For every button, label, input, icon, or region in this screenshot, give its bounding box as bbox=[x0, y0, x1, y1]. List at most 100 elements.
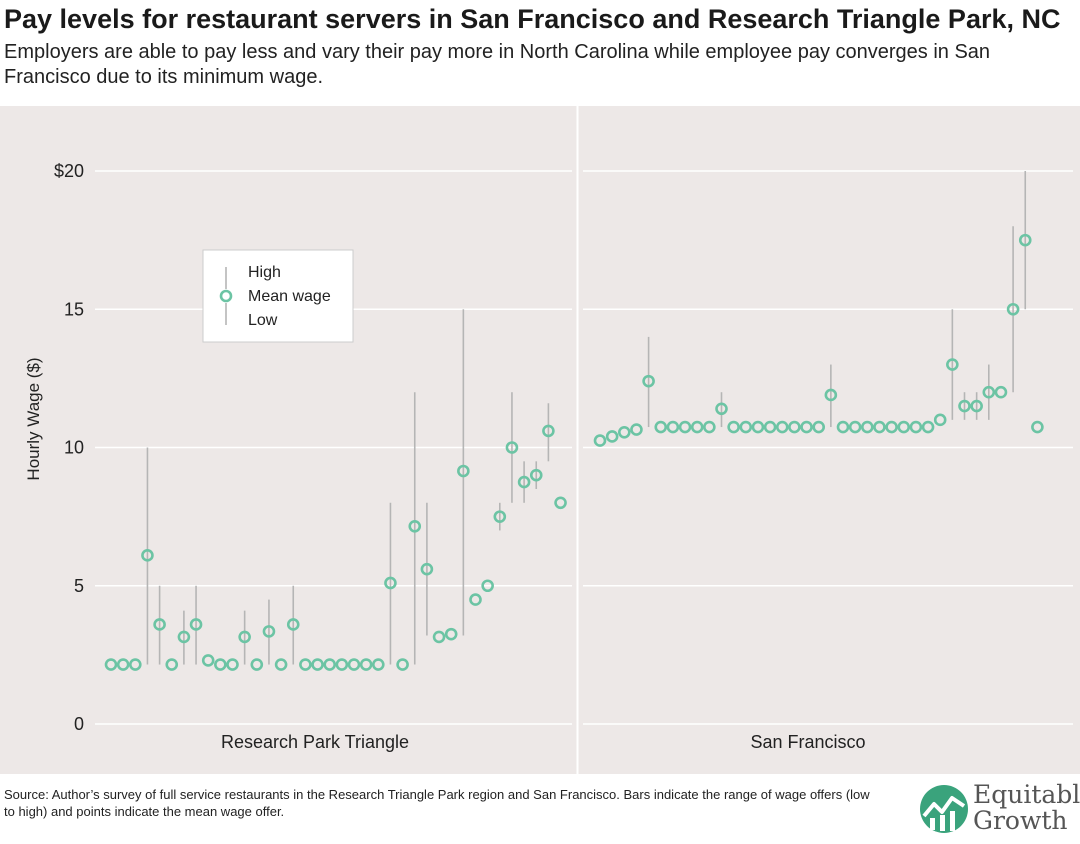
mean-point bbox=[1006, 302, 1020, 316]
mean-point bbox=[444, 627, 458, 641]
mean-point bbox=[630, 423, 643, 436]
mean-point bbox=[129, 658, 142, 671]
mean-point bbox=[201, 654, 215, 667]
mean-point bbox=[189, 618, 203, 631]
mean-points bbox=[104, 233, 1044, 671]
legend: High Mean wage Low bbox=[202, 249, 354, 343]
mean-point bbox=[642, 374, 655, 388]
mean-point bbox=[238, 630, 251, 644]
mean-point bbox=[396, 658, 409, 671]
mean-point bbox=[250, 658, 264, 671]
mean-point bbox=[982, 385, 996, 399]
plot-background bbox=[0, 106, 1080, 774]
y-axis-ticks: 0 5 10 15 $20 bbox=[54, 161, 84, 734]
mean-point bbox=[165, 658, 179, 671]
mean-point bbox=[529, 468, 543, 482]
mean-point bbox=[933, 413, 947, 427]
logo-mark-icon bbox=[920, 785, 968, 833]
mean-point bbox=[457, 464, 470, 478]
mean-point bbox=[763, 420, 777, 434]
mean-point bbox=[970, 399, 983, 413]
mean-point bbox=[359, 658, 373, 671]
mean-point bbox=[958, 399, 971, 413]
mean-point bbox=[481, 579, 494, 593]
mean-point bbox=[921, 420, 935, 434]
mean-point bbox=[274, 658, 288, 671]
logo-text-line2: Growth bbox=[973, 806, 1068, 835]
source-note: Source: Author’s survey of full service … bbox=[4, 787, 870, 819]
mean-point bbox=[836, 420, 850, 434]
wage-chart: 0 5 10 15 $20 Hourly Wage ($) Research Park … bbox=[0, 106, 1080, 774]
mean-point bbox=[384, 576, 397, 590]
mean-point bbox=[153, 618, 166, 631]
mean-point bbox=[1031, 420, 1044, 434]
legend-box bbox=[202, 249, 354, 343]
panel-label: San Francisco bbox=[750, 732, 865, 752]
mean-point bbox=[1018, 233, 1032, 247]
mean-point bbox=[286, 618, 300, 631]
mean-point bbox=[690, 420, 704, 434]
gridlines bbox=[95, 170, 1073, 725]
range-bars bbox=[146, 171, 1027, 665]
mean-point bbox=[347, 658, 361, 671]
legend-entry: Mean wage bbox=[248, 288, 331, 305]
chart-title: Pay levels for restaurant servers in San… bbox=[4, 4, 1061, 34]
mean-point bbox=[860, 420, 874, 434]
y-tick-label: 15 bbox=[64, 299, 84, 319]
mean-point bbox=[593, 434, 607, 447]
y-tick-label: 10 bbox=[64, 438, 84, 458]
mean-point bbox=[994, 385, 1008, 399]
mean-point bbox=[505, 441, 519, 454]
mean-point bbox=[335, 658, 349, 671]
mean-point bbox=[420, 562, 434, 576]
mean-point bbox=[873, 420, 886, 434]
mean-point bbox=[542, 424, 555, 438]
mean-point bbox=[432, 630, 446, 644]
y-tick-label: 0 bbox=[74, 714, 84, 734]
mean-point bbox=[262, 625, 276, 638]
mean-point bbox=[493, 510, 507, 523]
mean-point bbox=[703, 420, 716, 434]
legend-mean-marker bbox=[219, 289, 233, 303]
mean-point bbox=[897, 420, 911, 434]
legend-entry: High bbox=[248, 264, 281, 281]
mean-point bbox=[104, 658, 118, 671]
mean-point bbox=[226, 658, 239, 671]
mean-point bbox=[739, 420, 753, 434]
y-tick-label: 5 bbox=[74, 576, 84, 596]
logo-text-line1: Equitable bbox=[973, 780, 1080, 809]
mean-point bbox=[469, 593, 482, 606]
mean-point bbox=[605, 430, 619, 443]
mean-point bbox=[885, 420, 898, 434]
mean-point bbox=[311, 658, 324, 671]
mean-point bbox=[788, 420, 801, 434]
panel-labels: Research Park Triangle San Francisco bbox=[221, 732, 866, 752]
mean-point bbox=[666, 420, 680, 434]
mean-point bbox=[617, 425, 631, 439]
mean-point bbox=[299, 658, 312, 671]
mean-point bbox=[408, 520, 422, 533]
equitable-growth-logo: Equitable Growth bbox=[920, 780, 1080, 838]
mean-point bbox=[751, 420, 765, 434]
mean-point bbox=[946, 358, 959, 371]
mean-point bbox=[323, 658, 337, 671]
mean-point bbox=[715, 402, 728, 416]
y-tick-label: $20 bbox=[54, 161, 84, 181]
mean-point bbox=[177, 630, 191, 644]
mean-point bbox=[517, 475, 531, 489]
mean-point bbox=[909, 420, 923, 434]
legend-entry: Low bbox=[248, 312, 278, 329]
mean-point bbox=[371, 658, 385, 671]
mean-point bbox=[727, 420, 740, 434]
panel-label: Research Park Triangle bbox=[221, 732, 409, 752]
mean-point bbox=[678, 420, 692, 434]
mean-point bbox=[800, 420, 813, 434]
mean-point bbox=[824, 388, 838, 402]
mean-point bbox=[141, 549, 154, 562]
mean-point bbox=[654, 420, 668, 434]
mean-point bbox=[554, 496, 567, 510]
mean-point bbox=[775, 420, 789, 434]
mean-point bbox=[812, 420, 826, 434]
y-axis-label: Hourly Wage ($) bbox=[24, 357, 43, 480]
mean-point bbox=[214, 658, 227, 671]
